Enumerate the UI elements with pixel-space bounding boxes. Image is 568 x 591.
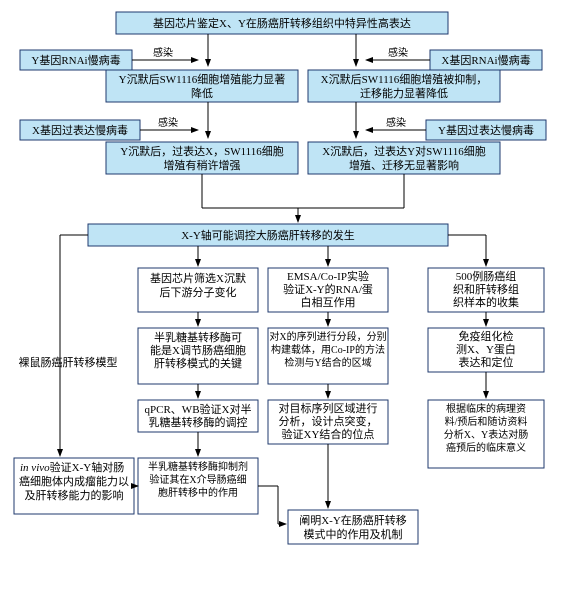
svg-text:分析X、Y表达对肠: 分析X、Y表达对肠 <box>444 428 528 441</box>
node-x-rnai-label: X基因RNAi慢病毒 <box>441 53 530 67</box>
svg-text:根据临床的病理资: 根据临床的病理资 <box>446 402 526 415</box>
node-top-label: 基因芯片鉴定X、Y在肠癌肝转移组织中特异性高表达 <box>153 16 411 30</box>
svg-text:胞肝转移中的作用: 胞肝转移中的作用 <box>158 486 238 499</box>
edge-mouse-model: 裸鼠肠癌肝转移模型 <box>19 355 118 369</box>
svg-text:EMSA/Co-IP实验: EMSA/Co-IP实验 <box>287 269 369 283</box>
svg-text:后下游分子变化: 后下游分子变化 <box>160 285 237 299</box>
svg-text:增殖、迁移无显著影响: 增殖、迁移无显著影响 <box>349 158 459 172</box>
flowchart-canvas: 基因芯片鉴定X、Y在肠癌肝转移组织中特异性高表达 Y基因RNAi慢病毒 X基因R… <box>8 8 560 583</box>
edge-infect-2: 感染 <box>388 46 408 59</box>
node-y-silence-l2: 降低 <box>191 86 213 100</box>
svg-text:X沉默后，过表达Y对SW1116细胞: X沉默后，过表达Y对SW1116细胞 <box>322 144 486 158</box>
svg-text:qPCR、WB验证X对半: qPCR、WB验证X对半 <box>145 402 252 416</box>
svg-text:检测与Y结合的区域: 检测与Y结合的区域 <box>284 356 371 369</box>
svg-text:验证其在X介导肠癌细: 验证其在X介导肠癌细 <box>149 473 246 486</box>
node-x-silence-l2: 迁移能力显著降低 <box>360 86 448 100</box>
svg-text:及肝转移能力的影响: 及肝转移能力的影响 <box>25 488 124 502</box>
svg-text:验证XY结合的位点: 验证XY结合的位点 <box>282 427 375 441</box>
svg-text:表达和定位: 表达和定位 <box>459 355 514 369</box>
node-y-rnai-label: Y基因RNAi慢病毒 <box>31 53 120 67</box>
edge-infect-3: 感染 <box>158 116 178 129</box>
node-xy-axis-label: X-Y轴可能调控大肠癌肝转移的发生 <box>181 228 355 242</box>
svg-text:测X、Y蛋白: 测X、Y蛋白 <box>456 342 516 356</box>
node-y-overexp-label: Y基因过表达慢病毒 <box>438 123 534 137</box>
svg-text:对X的序列进行分段，分别: 对X的序列进行分段，分别 <box>269 330 386 343</box>
svg-text:阐明X-Y在肠癌肝转移: 阐明X-Y在肠癌肝转移 <box>299 513 407 527</box>
svg-text:织样本的收集: 织样本的收集 <box>453 295 519 309</box>
svg-text:能是X调节肠癌细胞: 能是X调节肠癌细胞 <box>150 343 246 357</box>
svg-text:验证X-Y的RNA/蛋: 验证X-Y的RNA/蛋 <box>283 282 373 296</box>
svg-text:癌细胞体内成瘤能力以: 癌细胞体内成瘤能力以 <box>19 474 129 488</box>
svg-text:癌预后的临床意义: 癌预后的临床意义 <box>446 441 526 454</box>
svg-text:分析，设计点突变，: 分析，设计点突变， <box>279 414 378 428</box>
svg-text:肝转移模式的关键: 肝转移模式的关键 <box>154 356 242 370</box>
svg-text:织和肝转移组: 织和肝转移组 <box>453 282 519 296</box>
svg-text:乳糖基转移酶的调控: 乳糖基转移酶的调控 <box>149 415 248 429</box>
svg-text:料/预后和随访资料: 料/预后和随访资料 <box>445 415 528 428</box>
edge-infect-1: 感染 <box>153 46 173 59</box>
svg-text:基因芯片筛选X沉默: 基因芯片筛选X沉默 <box>150 271 246 285</box>
svg-text:白相互作用: 白相互作用 <box>301 295 356 309</box>
svg-text:对目标序列区域进行: 对目标序列区域进行 <box>279 401 378 415</box>
node-y-silence-l1: Y沉默后SW1116细胞增殖能力显著 <box>119 72 286 86</box>
svg-text:半乳糖基转移酶抑制剂: 半乳糖基转移酶抑制剂 <box>148 460 248 473</box>
node-x-silence-l1: X沉默后SW1116细胞增殖被抑制， <box>321 72 488 86</box>
svg-text:Y沉默后，过表达X，SW1116细胞: Y沉默后，过表达X，SW1116细胞 <box>120 144 284 158</box>
svg-text:模式中的作用及机制: 模式中的作用及机制 <box>304 527 403 541</box>
svg-text:增殖有稍许增强: 增殖有稍许增强 <box>164 158 241 172</box>
svg-text:500例肠癌组: 500例肠癌组 <box>456 269 517 283</box>
node-x-overexp-label: X基因过表达慢病毒 <box>32 123 128 137</box>
svg-text:in vivo验证X-Y轴对肠: in vivo验证X-Y轴对肠 <box>20 460 124 474</box>
svg-text:免疫组化检: 免疫组化检 <box>459 329 514 343</box>
svg-text:半乳糖基转移酶可: 半乳糖基转移酶可 <box>154 330 242 344</box>
svg-text:构建载体，用Co-IP的方法: 构建载体，用Co-IP的方法 <box>271 343 385 356</box>
edge-infect-4: 感染 <box>386 116 406 129</box>
